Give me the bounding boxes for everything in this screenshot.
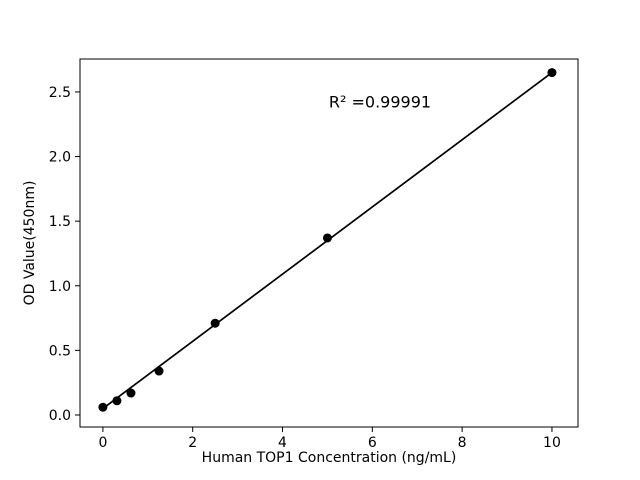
x-tick-label: 10 [543, 435, 561, 451]
data-point [98, 402, 108, 412]
y-tick-label: 2.0 [49, 150, 71, 166]
data-point [154, 366, 164, 376]
y-tick-label: 0.0 [49, 408, 71, 424]
x-tick-label: 4 [278, 435, 287, 451]
plot-area [79, 58, 579, 428]
y-tick-label: 1.0 [49, 279, 71, 295]
x-axis-label: Human TOP1 Concentration (ng/mL) [202, 450, 457, 466]
x-tick-label: 6 [368, 435, 377, 451]
y-tick-label: 0.5 [49, 343, 71, 359]
r-squared-annotation: R² =0.99991 [329, 92, 431, 111]
y-tick-label: 1.5 [49, 214, 71, 230]
data-point [112, 396, 122, 406]
x-tick-label: 8 [458, 435, 467, 451]
x-tick-label: 0 [98, 435, 107, 451]
y-tick-label: 2.5 [49, 85, 71, 101]
y-axis-label: OD Value(450nm) [22, 181, 38, 306]
data-series [98, 68, 557, 412]
axis-ticks: 0 2 4 6 8 10 0.0 0.5 1.0 1.5 2.0 2.5 [49, 85, 561, 451]
data-point [210, 318, 220, 328]
data-point [547, 68, 557, 78]
data-point [322, 233, 332, 243]
x-tick-label: 2 [188, 435, 197, 451]
data-point [126, 388, 136, 398]
